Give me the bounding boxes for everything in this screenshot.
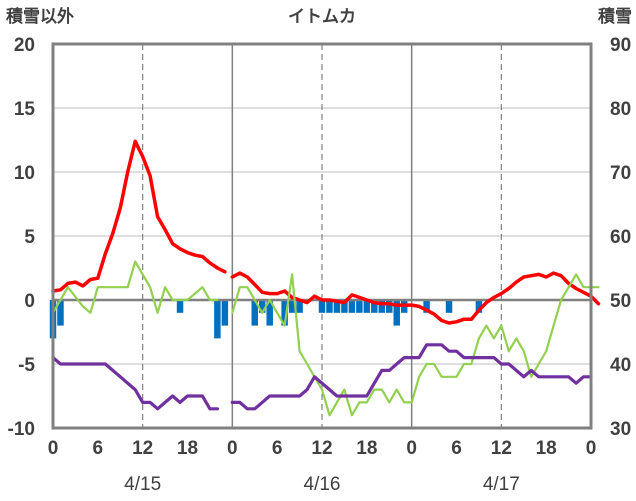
x-tick-label: 18: [177, 438, 198, 459]
line-green: [231, 273, 600, 417]
line-purple: [51, 356, 219, 411]
x-tick-label: 12: [132, 438, 153, 459]
bar: [341, 300, 348, 313]
right-tick-label: 50: [610, 291, 631, 312]
x-tick-label: 12: [311, 438, 332, 459]
bar: [348, 300, 356, 313]
date-label: 4/17: [483, 474, 520, 495]
bar: [281, 300, 288, 326]
right-tick-label: 80: [610, 99, 631, 120]
bar: [251, 300, 258, 326]
right-axis-title: 積雪: [598, 6, 632, 26]
bar: [423, 300, 430, 313]
bar: [386, 300, 393, 313]
bar: [57, 300, 64, 326]
line-purple: [230, 343, 593, 411]
date-label: 4/15: [124, 474, 161, 495]
bar: [475, 300, 483, 313]
left-tick-label: 20: [14, 35, 35, 56]
right-axis-ticks: 90 80 70 60 50 40 30: [610, 35, 631, 440]
x-tick-label: 0: [227, 438, 238, 459]
date-label: 4/16: [304, 474, 341, 495]
bar: [445, 300, 453, 313]
bar: [221, 300, 229, 326]
bar: [333, 300, 341, 313]
bar: [296, 300, 303, 313]
bar: [214, 300, 221, 339]
bar: [363, 300, 371, 313]
left-tick-label: 15: [14, 99, 36, 120]
left-tick-label: 0: [24, 291, 35, 312]
bar: [393, 300, 400, 326]
left-axis-title: 積雪以外: [6, 6, 74, 26]
right-tick-label: 40: [610, 355, 631, 376]
bar: [318, 300, 326, 313]
x-tick-label: 6: [93, 438, 104, 459]
right-tick-label: 70: [610, 163, 631, 184]
x-axis-ticks: 0 6 12 18 0 6 12 18 0 6 12 18 0: [48, 438, 597, 459]
chart-title: イトムカ: [288, 7, 356, 26]
right-tick-label: 60: [610, 227, 631, 248]
x-tick-label: 0: [406, 438, 417, 459]
right-tick-label: 90: [610, 35, 631, 56]
right-tick-label: 30: [610, 419, 631, 440]
date-labels: 4/15 4/16 4/17: [124, 474, 520, 495]
line-green: [51, 260, 219, 314]
bar: [266, 300, 273, 326]
grid-lines: [53, 44, 591, 428]
left-axis-ticks: 20 15 10 5 0 -5 -10: [8, 35, 36, 440]
x-tick-label: 6: [451, 438, 462, 459]
x-tick-label: 0: [48, 438, 59, 459]
bar: [258, 300, 266, 313]
bar: [356, 300, 363, 313]
bar: [378, 300, 386, 313]
x-tick-label: 18: [356, 438, 377, 459]
x-tick-label: 18: [536, 438, 557, 459]
x-tick-label: 0: [586, 438, 597, 459]
left-tick-label: -10: [8, 419, 35, 440]
plot-frame: [51, 42, 593, 430]
bar: [288, 300, 296, 313]
line-series: [51, 139, 601, 417]
x-tick-label: 6: [272, 438, 283, 459]
bar: [371, 300, 378, 313]
left-tick-label: 10: [14, 163, 35, 184]
x-tick-label: 12: [491, 438, 512, 459]
bar: [326, 300, 333, 313]
bar: [176, 300, 184, 313]
line-red: [51, 139, 227, 293]
left-tick-label: 5: [24, 227, 35, 248]
left-tick-label: -5: [18, 355, 35, 376]
